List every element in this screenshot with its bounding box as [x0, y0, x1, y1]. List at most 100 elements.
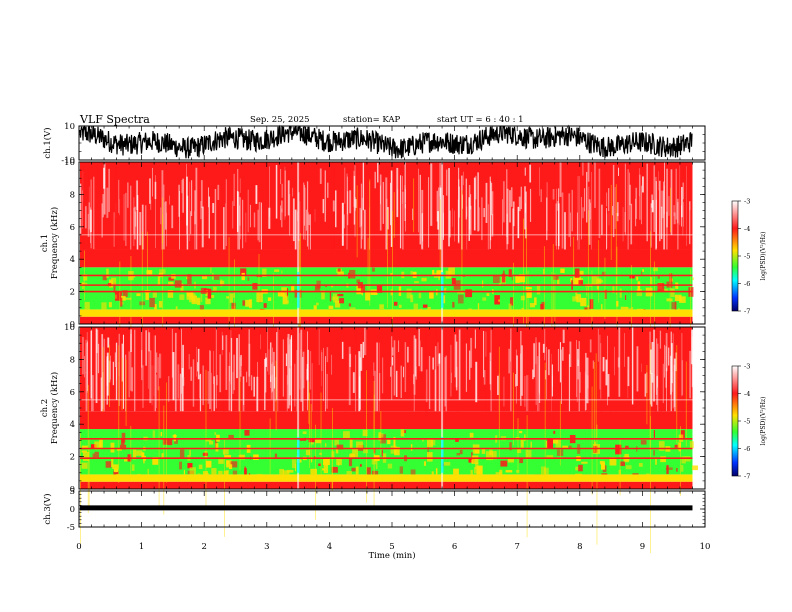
spectrogram-texture: [430, 439, 436, 446]
spectrogram-spike: [273, 273, 274, 353]
spectrogram-texture: [666, 367, 668, 412]
spectrogram-texture: [122, 334, 124, 409]
spectrogram-texture: [540, 162, 542, 250]
spectrogram-texture: [509, 190, 511, 223]
spectrogram-texture: [211, 468, 217, 475]
spectrogram-texture: [373, 327, 375, 412]
spectrogram-texture: [671, 371, 673, 392]
spectrogram-texture: [321, 352, 323, 372]
spectrogram-texture: [417, 327, 419, 412]
spectrogram-texture: [324, 162, 326, 250]
spectrogram-spike: [80, 433, 81, 544]
spectrogram-texture: [400, 429, 405, 437]
spectrogram-texture: [535, 337, 537, 365]
spectrogram-texture: [168, 277, 174, 281]
spectrogram-texture: [331, 354, 333, 375]
spectrogram-texture: [289, 339, 292, 396]
spectrogram-texture: [163, 184, 165, 250]
spectrogram-texture: [363, 448, 369, 454]
spectrogram-texture: [254, 327, 257, 412]
spectrogram-texture: [581, 162, 583, 250]
spectrogram-texture: [546, 327, 548, 412]
spectrogram-texture: [615, 444, 622, 455]
spectrogram-texture: [402, 191, 404, 250]
spectrogram-texture: [421, 212, 423, 242]
spectrogram-texture: [280, 205, 281, 221]
spectrogram-texture: [448, 210, 451, 238]
spectrogram-texture: [101, 334, 104, 412]
spectrogram-texture: [360, 285, 366, 293]
spectrogram-texture: [216, 327, 218, 412]
spectrogram-texture: [306, 331, 308, 411]
spectrogram-texture: [177, 364, 180, 399]
y-tick-label: -10: [61, 156, 75, 166]
spectrogram-spike: [598, 240, 600, 303]
spectrogram-texture: [221, 331, 223, 356]
spectrogram-texture: [207, 187, 210, 208]
spectrogram-texture: [425, 369, 428, 403]
spectrogram-texture: [108, 168, 110, 212]
spectrogram-texture: [485, 182, 488, 223]
spectrogram-texture: [674, 444, 679, 448]
station-label: station= KAP: [343, 115, 401, 125]
spectrogram-texture: [673, 364, 675, 400]
spectrogram-texture: [436, 327, 437, 412]
spectrogram-texture: [592, 162, 594, 250]
ch1-waveform-line: [79, 124, 693, 159]
spectrogram-texture: [174, 280, 182, 288]
spectrogram-texture: [589, 202, 592, 220]
colorbar-ch2-label: log(PSD)(V²/Hz): [760, 397, 767, 446]
spectrogram-spike: [610, 184, 612, 260]
spectrogram-texture: [530, 441, 532, 449]
spectrogram-texture: [459, 449, 463, 455]
spectrogram-texture: [324, 443, 327, 447]
spectrogram-texture: [347, 176, 348, 215]
spectrogram-texture: [414, 338, 417, 377]
spectrogram-texture: [427, 445, 429, 454]
spectrogram-spike: [162, 214, 164, 332]
spectrogram-texture: [183, 162, 185, 250]
spectrogram-spike: [147, 231, 148, 296]
spectrogram-texture: [398, 304, 402, 308]
spectrogram-texture: [587, 375, 589, 389]
spectrogram-texture: [215, 443, 219, 452]
spectrogram-texture: [286, 469, 294, 473]
spectrogram-texture: [248, 473, 251, 475]
spectrogram-spike: [685, 361, 687, 447]
spectrogram-texture: [147, 329, 149, 389]
spectrogram-spike: [604, 257, 606, 319]
spectrogram-texture: [162, 438, 169, 445]
spectrogram-texture: [466, 162, 469, 250]
spectrogram-texture: [244, 468, 247, 475]
spectrogram-texture: [665, 467, 673, 470]
spectrogram-texture: [597, 279, 604, 283]
spectrogram-texture: [258, 202, 261, 243]
spectrogram-texture: [129, 327, 131, 412]
spectrogram-texture: [481, 448, 486, 454]
spectrogram-texture: [265, 353, 267, 393]
spectrogram-texture: [407, 346, 409, 363]
spectrogram-spike: [300, 233, 301, 364]
spectrogram-texture: [318, 327, 319, 412]
spectrogram-texture: [681, 456, 686, 464]
spectrogram-texture: [356, 279, 361, 284]
spectrogram-texture: [401, 162, 403, 250]
spectrogram-texture: [435, 468, 438, 475]
spectrogram-texture: [325, 356, 326, 412]
spectrogram-texture: [618, 327, 621, 397]
spectrogram-texture: [88, 162, 90, 250]
spectrogram-texture: [310, 468, 317, 475]
spectrogram-texture: [396, 167, 399, 217]
spectrogram-texture: [118, 333, 120, 407]
spectrogram-texture: [224, 455, 232, 459]
spectrogram-band: [80, 316, 693, 324]
spectrogram-texture: [421, 347, 423, 372]
spectrogram-texture: [200, 201, 202, 220]
spectrogram-texture: [525, 450, 532, 460]
spectrogram-texture: [641, 185, 642, 225]
spectrogram-texture: [353, 170, 355, 207]
spectrogram-texture: [270, 374, 273, 400]
ch1-spectrogram-panel: 0 2 4 6 8 10: [64, 158, 706, 404]
spectrogram-texture: [303, 327, 306, 412]
